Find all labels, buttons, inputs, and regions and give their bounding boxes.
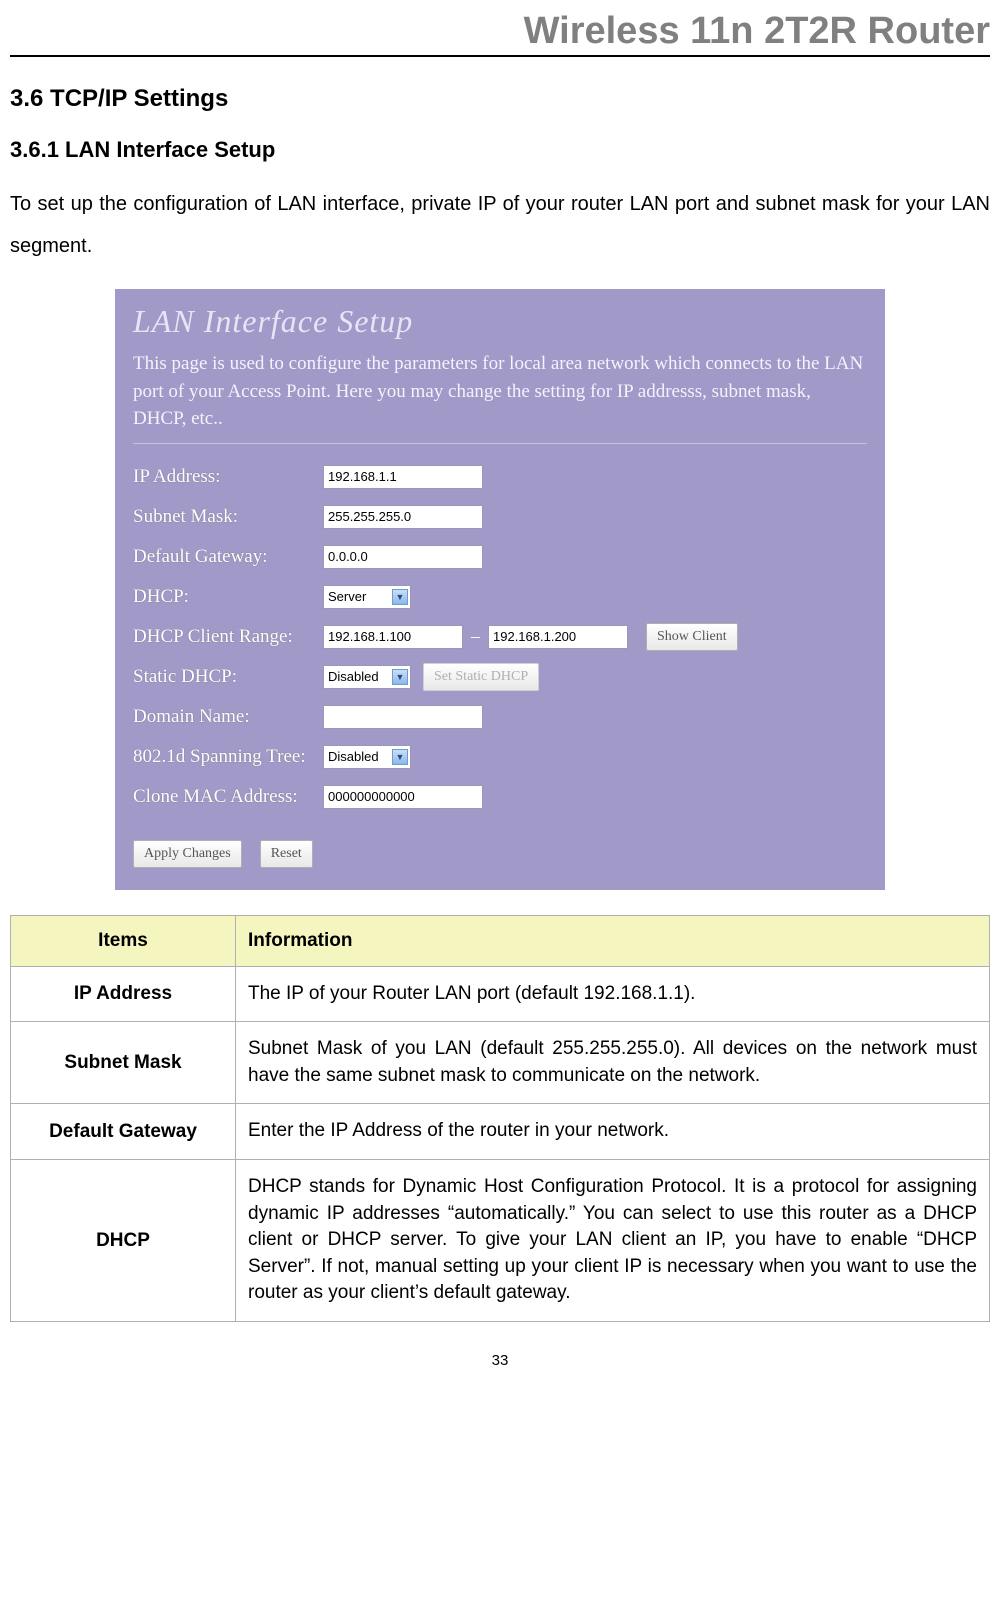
screenshot-title: LAN Interface Setup [133, 303, 867, 340]
row-info: The IP of your Router LAN port (default … [236, 966, 990, 1022]
chevron-down-icon: ▼ [392, 749, 408, 765]
clone-mac-input[interactable]: 000000000000 [323, 785, 483, 809]
divider [133, 443, 867, 444]
spanning-tree-select[interactable]: Disabled ▼ [323, 745, 411, 769]
table-row: DHCP DHCP stands for Dynamic Host Config… [11, 1160, 990, 1322]
dhcp-range-label: DHCP Client Range: [133, 625, 323, 649]
table-row: IP Address The IP of your Router LAN por… [11, 966, 990, 1022]
intro-paragraph: To set up the configuration of LAN inter… [10, 183, 990, 267]
row-info: Subnet Mask of you LAN (default 255.255.… [236, 1022, 990, 1104]
reset-button[interactable]: Reset [260, 840, 313, 868]
row-item: Subnet Mask [11, 1022, 236, 1104]
static-dhcp-value: Disabled [328, 669, 379, 684]
dhcp-value: Server [328, 589, 366, 604]
table-header-info: Information [236, 915, 990, 966]
screenshot-description: This page is used to configure the param… [133, 350, 867, 433]
default-gateway-label: Default Gateway: [133, 545, 323, 569]
static-dhcp-label: Static DHCP: [133, 665, 323, 689]
set-static-dhcp-button: Set Static DHCP [423, 663, 539, 691]
subsection-heading: 3.6.1 LAN Interface Setup [10, 137, 990, 163]
row-item: Default Gateway [11, 1104, 236, 1160]
lan-interface-screenshot: LAN Interface Setup This page is used to… [115, 289, 885, 890]
ip-address-input[interactable]: 192.168.1.1 [323, 465, 483, 489]
row-info: DHCP stands for Dynamic Host Configurati… [236, 1160, 990, 1322]
chevron-down-icon: ▼ [392, 589, 408, 605]
static-dhcp-select[interactable]: Disabled ▼ [323, 665, 411, 689]
document-header: Wireless 11n 2T2R Router [10, 10, 990, 57]
subnet-mask-label: Subnet Mask: [133, 505, 323, 529]
row-item: IP Address [11, 966, 236, 1022]
dhcp-label: DHCP: [133, 585, 323, 609]
dhcp-select[interactable]: Server ▼ [323, 585, 411, 609]
table-row: Default Gateway Enter the IP Address of … [11, 1104, 990, 1160]
section-heading: 3.6 TCP/IP Settings [10, 85, 990, 113]
range-dash: – [471, 626, 480, 647]
page-number: 33 [10, 1352, 990, 1369]
dhcp-range-from-input[interactable]: 192.168.1.100 [323, 625, 463, 649]
subnet-mask-input[interactable]: 255.255.255.0 [323, 505, 483, 529]
default-gateway-input[interactable]: 0.0.0.0 [323, 545, 483, 569]
row-item: DHCP [11, 1160, 236, 1322]
clone-mac-label: Clone MAC Address: [133, 785, 323, 809]
spanning-tree-label: 802.1d Spanning Tree: [133, 745, 323, 769]
ip-address-label: IP Address: [133, 465, 323, 489]
domain-name-label: Domain Name: [133, 705, 323, 729]
row-info: Enter the IP Address of the router in yo… [236, 1104, 990, 1160]
show-client-button[interactable]: Show Client [646, 623, 738, 651]
spanning-tree-value: Disabled [328, 749, 379, 764]
info-table: Items Information IP Address The IP of y… [10, 915, 990, 1322]
table-header-items: Items [11, 915, 236, 966]
chevron-down-icon: ▼ [392, 669, 408, 685]
table-row: Subnet Mask Subnet Mask of you LAN (defa… [11, 1022, 990, 1104]
dhcp-range-to-input[interactable]: 192.168.1.200 [488, 625, 628, 649]
domain-name-input[interactable] [323, 705, 483, 729]
apply-changes-button[interactable]: Apply Changes [133, 840, 242, 868]
